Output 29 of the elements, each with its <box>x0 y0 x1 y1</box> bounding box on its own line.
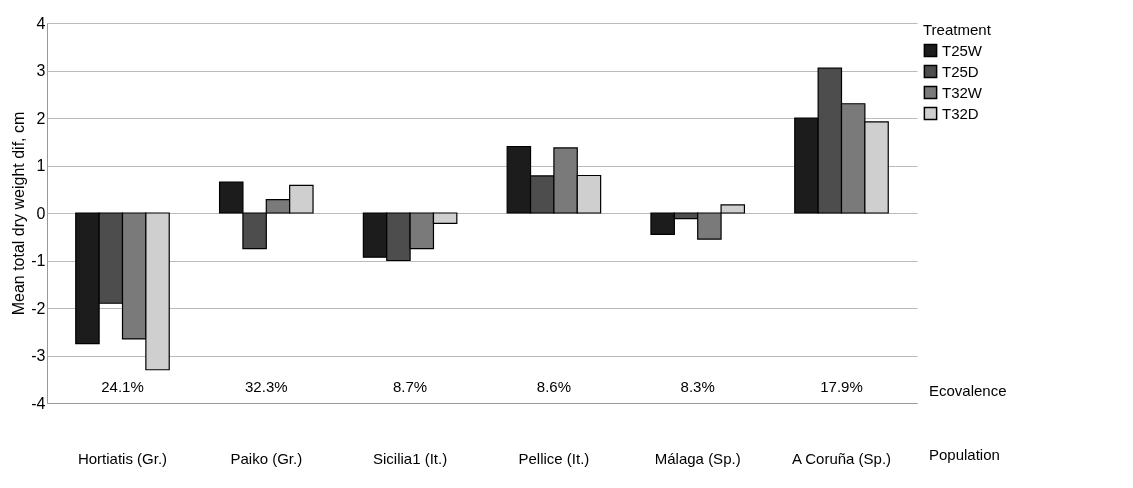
x-tick-label: Hortiatis (Gr.) <box>77 449 168 467</box>
y-axis-title: Mean total dry weight dif, cm <box>10 111 28 316</box>
y-tick-label: 3 <box>36 62 46 79</box>
text: Population <box>929 446 1000 463</box>
y-tick-label: 4 <box>36 14 46 32</box>
text: Ecovalence <box>929 382 1007 399</box>
annotation: 8.7% <box>393 378 428 395</box>
x-tick-label: Paiko (Gr.) <box>230 449 303 467</box>
x-tick-label: Sicilia1 (It.) <box>373 449 448 467</box>
y-tick-label: -1 <box>31 252 46 269</box>
x-tick-label: Pellice (It.) <box>518 449 590 467</box>
y-tick-label: 1 <box>36 157 46 174</box>
y-tick-label: -2 <box>31 299 46 317</box>
annotation: 8.6% <box>536 378 571 395</box>
y-tick-label: -4 <box>31 394 46 412</box>
annotation: 8.3% <box>680 378 715 395</box>
annotation: 17.9% <box>820 378 863 395</box>
legend-label: T25D <box>942 62 979 80</box>
legend-label: T32W <box>942 83 983 101</box>
y-tick-label: 2 <box>36 109 46 127</box>
y-tick-label: 0 <box>36 204 46 222</box>
annotation: 32.3% <box>245 378 288 395</box>
legend-label: T25W <box>942 41 983 59</box>
legend-title: Treatment <box>923 21 992 38</box>
annotation: 24.1% <box>101 378 144 395</box>
legend-label: T32D <box>942 104 979 122</box>
x-tick-label: Málaga (Sp.) <box>654 449 741 467</box>
y-tick-label: -3 <box>31 347 46 364</box>
x-tick-label: A Coruña (Sp.) <box>791 449 892 467</box>
